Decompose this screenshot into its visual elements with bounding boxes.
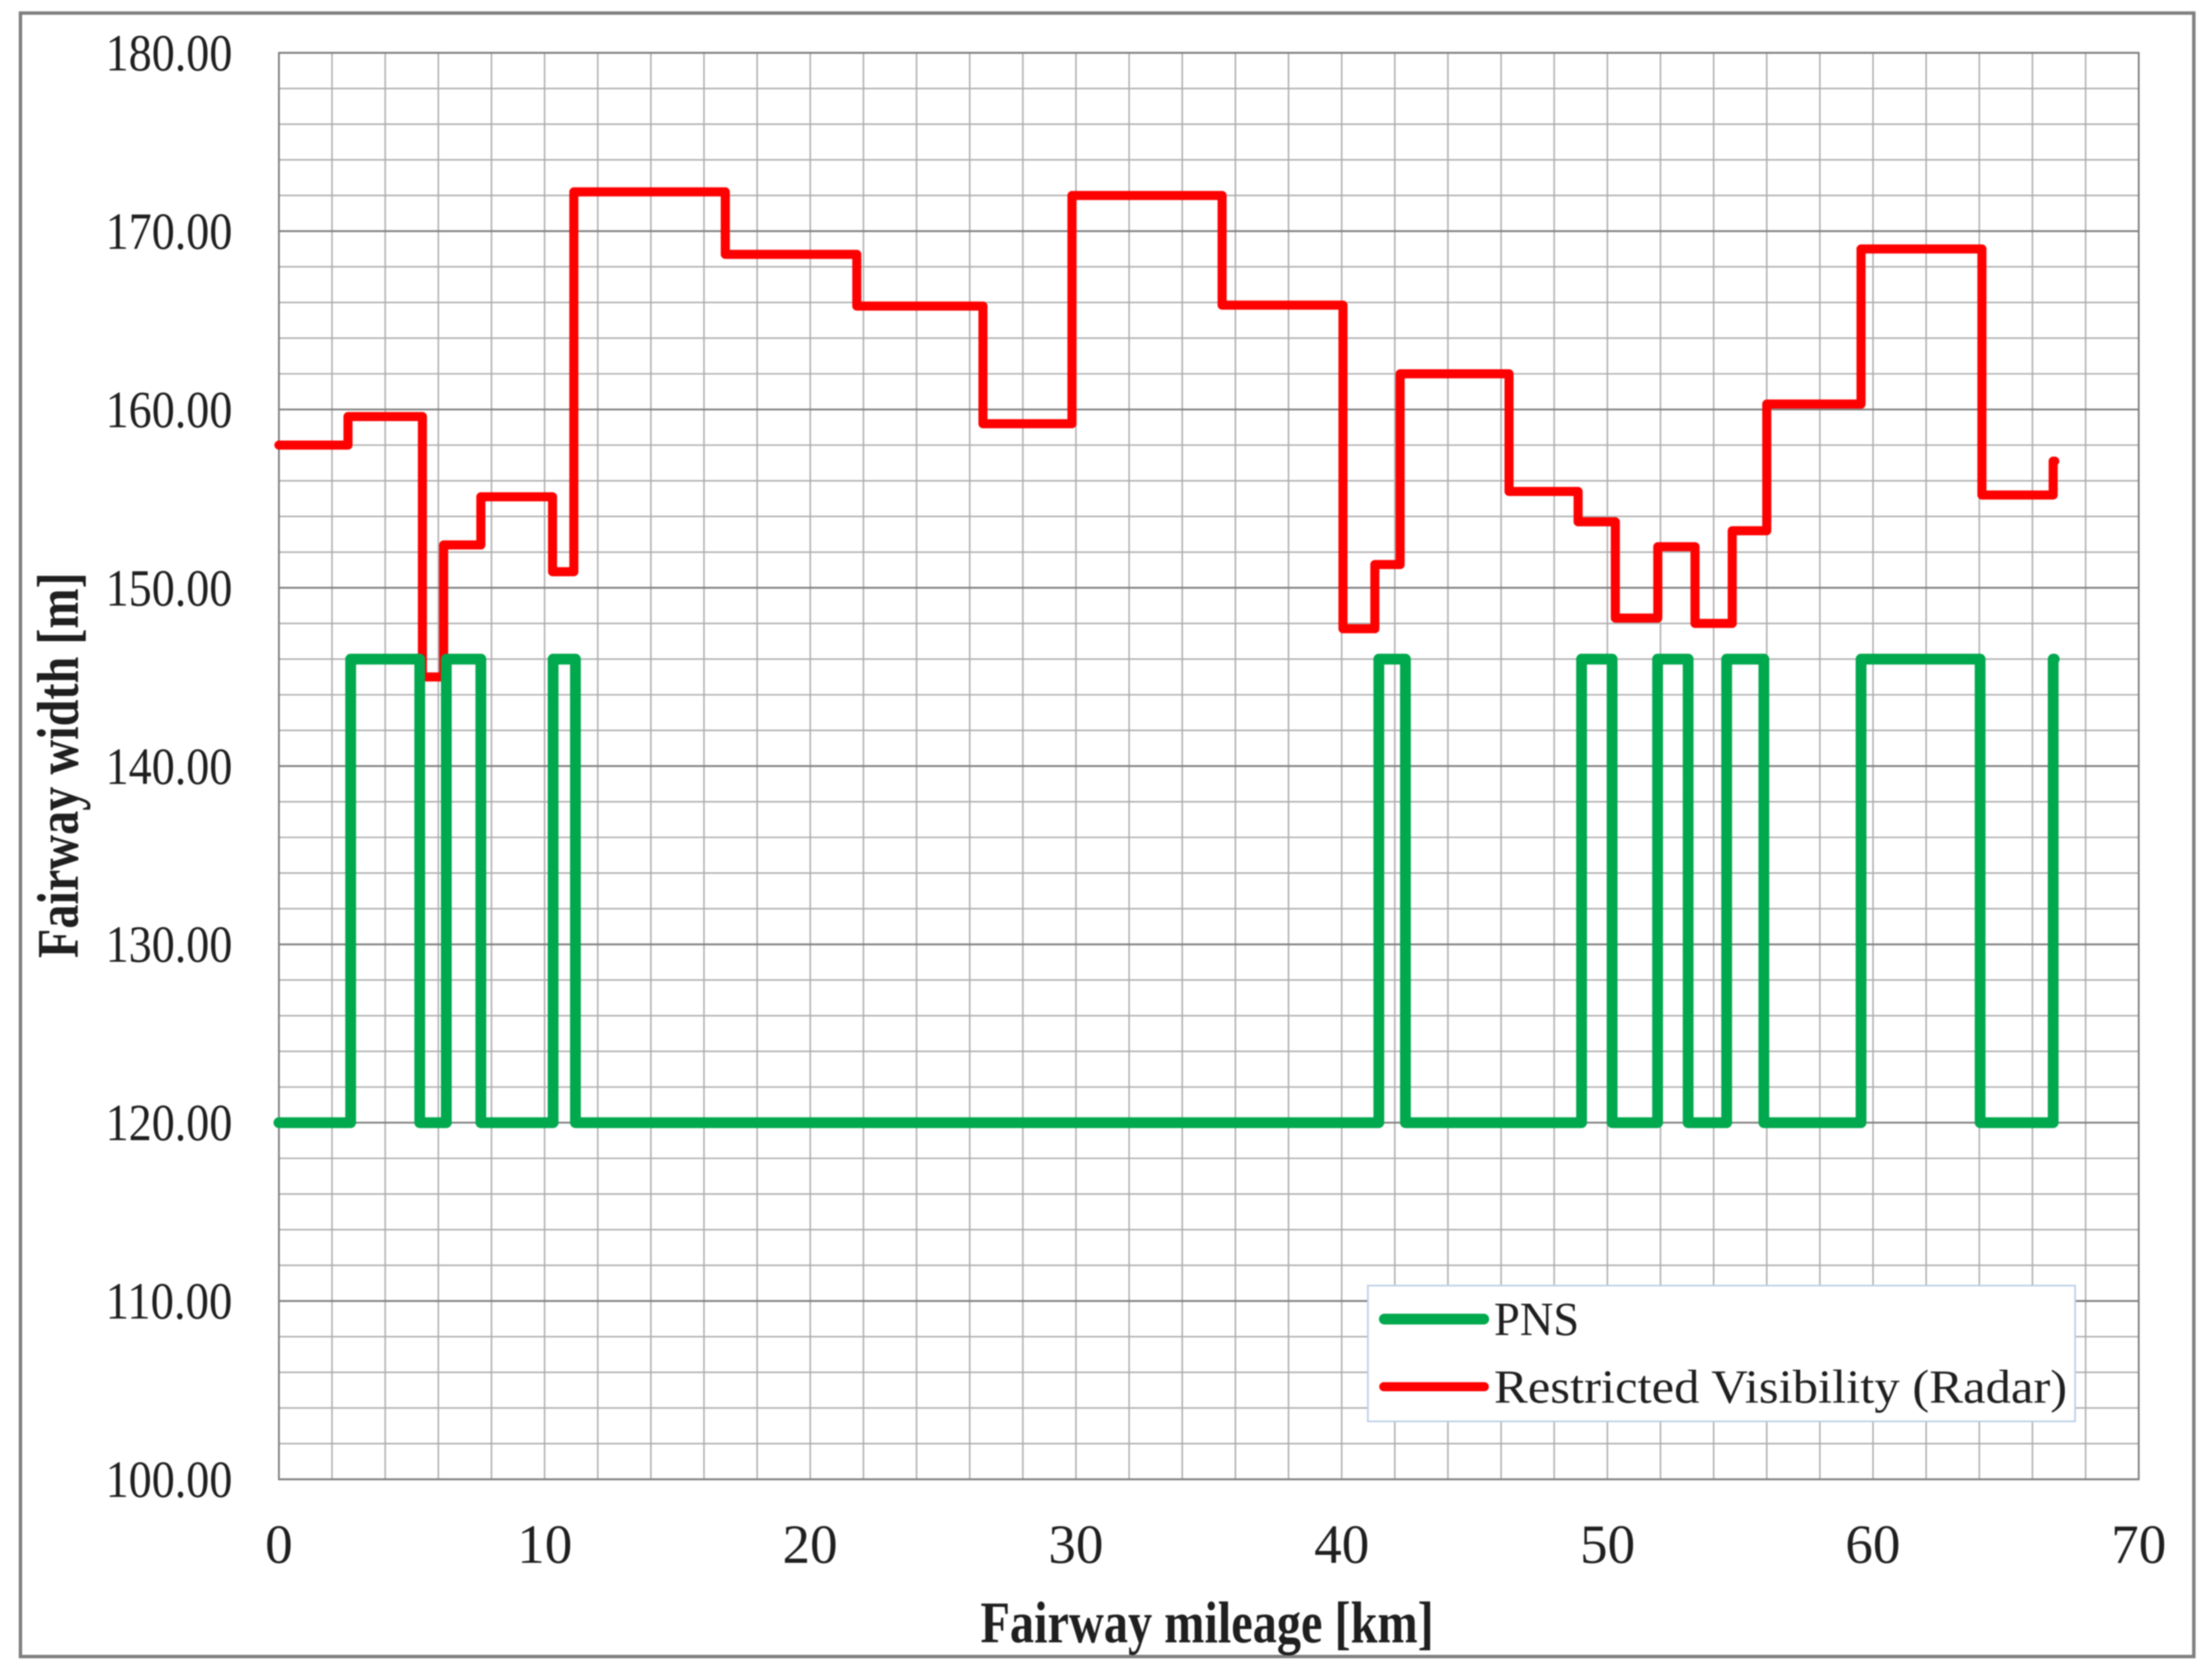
- svg-text:0: 0: [265, 1514, 293, 1575]
- svg-text:30: 30: [1049, 1514, 1104, 1575]
- svg-text:150.00: 150.00: [106, 559, 232, 617]
- svg-text:20: 20: [783, 1514, 838, 1575]
- svg-text:Fairway mileage [km]: Fairway mileage [km]: [980, 1590, 1434, 1655]
- svg-text:110.00: 110.00: [106, 1272, 232, 1330]
- svg-text:Restricted Visibility (Radar): Restricted Visibility (Radar): [1494, 1361, 2067, 1413]
- svg-text:60: 60: [1846, 1514, 1901, 1575]
- svg-text:100.00: 100.00: [106, 1450, 232, 1508]
- svg-text:40: 40: [1314, 1514, 1370, 1575]
- svg-text:PNS: PNS: [1494, 1293, 1579, 1346]
- svg-text:Fairway width [m]: Fairway width [m]: [26, 573, 91, 958]
- svg-text:70: 70: [2111, 1514, 2167, 1575]
- svg-text:50: 50: [1580, 1514, 1635, 1575]
- svg-text:130.00: 130.00: [106, 915, 232, 973]
- svg-text:170.00: 170.00: [106, 202, 232, 260]
- svg-text:10: 10: [517, 1514, 573, 1575]
- svg-text:180.00: 180.00: [106, 24, 232, 82]
- svg-text:120.00: 120.00: [106, 1094, 232, 1152]
- svg-text:160.00: 160.00: [106, 381, 232, 439]
- svg-text:140.00: 140.00: [106, 737, 232, 795]
